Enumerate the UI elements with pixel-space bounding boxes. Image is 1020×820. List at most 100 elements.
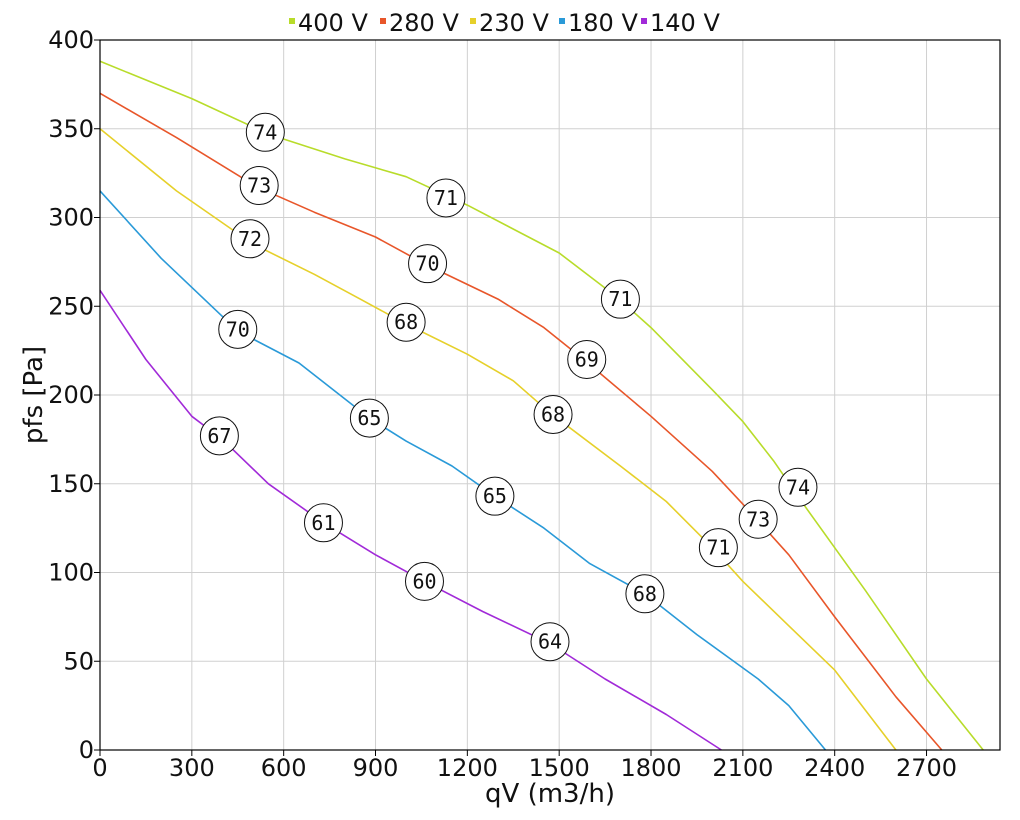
- efficiency-marker: 73: [239, 166, 279, 206]
- legend-label: 140 V: [650, 9, 720, 37]
- marker-label: 73: [247, 174, 271, 198]
- legend-item: 280 V: [380, 9, 459, 37]
- y-tick-label: 200: [48, 381, 94, 409]
- marker-circle: [303, 503, 343, 543]
- marker-circle: [239, 166, 279, 206]
- efficiency-marker: 68: [625, 574, 665, 614]
- efficiency-marker: 60: [404, 561, 444, 601]
- x-tick-label: 300: [169, 754, 215, 782]
- x-axis-title: qV (m3/h): [485, 779, 615, 809]
- y-tick-label: 0: [79, 736, 94, 764]
- efficiency-marker: 71: [698, 528, 738, 568]
- legend-item: 180 V: [559, 9, 638, 37]
- y-tick-label: 300: [48, 204, 94, 232]
- marker-circle: [698, 528, 738, 568]
- efficiency-marker: 74: [245, 112, 285, 152]
- efficiency-marker: 67: [199, 416, 239, 456]
- y-axis-title: pfs [Pa]: [19, 346, 49, 444]
- legend-swatch: [289, 18, 295, 24]
- marker-circle: [230, 219, 270, 259]
- efficiency-marker: 74: [778, 467, 818, 507]
- efficiency-marker: 61: [303, 503, 343, 543]
- x-tick-label: 2400: [804, 754, 865, 782]
- marker-circle: [218, 309, 258, 349]
- marker-label: 74: [786, 475, 810, 499]
- marker-label: 64: [538, 630, 562, 654]
- legend-label: 400 V: [298, 9, 368, 37]
- marker-circle: [386, 302, 426, 342]
- efficiency-marker: 69: [567, 340, 607, 379]
- legend-item: 400 V: [289, 9, 368, 37]
- marker-circle: [349, 398, 389, 438]
- marker-label: 70: [416, 252, 440, 276]
- marker-circle: [738, 499, 778, 539]
- marker-label: 67: [207, 424, 231, 448]
- y-tick-label: 150: [48, 470, 94, 498]
- series-line-3: [99, 190, 827, 751]
- efficiency-marker: 65: [475, 476, 515, 516]
- marker-circle: [567, 340, 607, 379]
- legend-label: 280 V: [389, 9, 459, 37]
- x-tick-label: 600: [261, 754, 307, 782]
- marker-label: 72: [238, 227, 262, 251]
- marker-circle: [778, 467, 818, 507]
- marker-circle: [475, 476, 515, 516]
- marker-label: 71: [706, 536, 730, 560]
- axis-ticks: 0 300 600 900 1200 1500 1800 2100 2400 2700 0 50 100…: [48, 26, 957, 782]
- marker-circle: [426, 178, 466, 218]
- efficiency-marker: 68: [386, 302, 426, 342]
- marker-label: 70: [226, 317, 250, 341]
- efficiency-marker: 72: [230, 219, 270, 259]
- efficiency-marker: 70: [408, 244, 448, 284]
- marker-label: 71: [608, 287, 632, 311]
- marker-circle: [625, 574, 665, 614]
- y-tick-label: 250: [48, 292, 94, 320]
- marker-circle: [199, 416, 239, 456]
- marker-label: 61: [311, 511, 335, 535]
- legend-swatch: [470, 18, 476, 24]
- marker-label: 65: [357, 406, 381, 430]
- efficiency-marker: 71: [600, 279, 640, 319]
- marker-label: 73: [746, 507, 770, 531]
- efficiency-marker: 71: [426, 178, 466, 218]
- x-tick-label: 1800: [620, 754, 681, 782]
- efficiency-marker: 65: [349, 398, 389, 438]
- marker-circle: [530, 622, 570, 662]
- legend: 400 V 280 V 230 V 180 V 140 V: [289, 9, 720, 37]
- y-tick-label: 100: [48, 559, 94, 587]
- marker-circle: [404, 561, 444, 601]
- marker-label: 74: [253, 120, 277, 144]
- x-tick-label: 2700: [896, 754, 957, 782]
- legend-swatch: [380, 18, 386, 24]
- x-tick-label: 1500: [529, 754, 590, 782]
- efficiency-marker: 73: [738, 499, 778, 539]
- series-line-2: [99, 128, 897, 751]
- x-tick-label: 2100: [712, 754, 773, 782]
- marker-layer: 74 71 71 74 73 70 69 73 72 68 68 71 70 65 65 68 67 61 60 64: [199, 112, 818, 662]
- marker-label: 65: [483, 484, 507, 508]
- marker-circle: [533, 395, 573, 435]
- legend-swatch: [559, 18, 565, 24]
- legend-label: 230 V: [479, 9, 549, 37]
- efficiency-marker: 70: [218, 309, 258, 349]
- series-line-4: [99, 289, 722, 751]
- x-tick-label: 1200: [437, 754, 498, 782]
- efficiency-marker: 64: [530, 622, 570, 662]
- marker-label: 71: [434, 186, 458, 210]
- y-tick-label: 400: [48, 26, 94, 54]
- marker-circle: [408, 244, 448, 284]
- legend-item: 230 V: [470, 9, 549, 37]
- marker-label: 68: [633, 582, 657, 606]
- marker-label: 60: [412, 569, 436, 593]
- x-tick-label: 0: [92, 754, 107, 782]
- marker-label: 69: [575, 348, 599, 372]
- marker-label: 68: [541, 403, 565, 427]
- marker-circle: [245, 112, 285, 152]
- y-tick-label: 350: [48, 115, 94, 143]
- x-tick-label: 900: [353, 754, 399, 782]
- legend-label: 180 V: [568, 9, 638, 37]
- legend-swatch: [641, 18, 647, 24]
- legend-item: 140 V: [641, 9, 720, 37]
- marker-label: 68: [394, 310, 418, 334]
